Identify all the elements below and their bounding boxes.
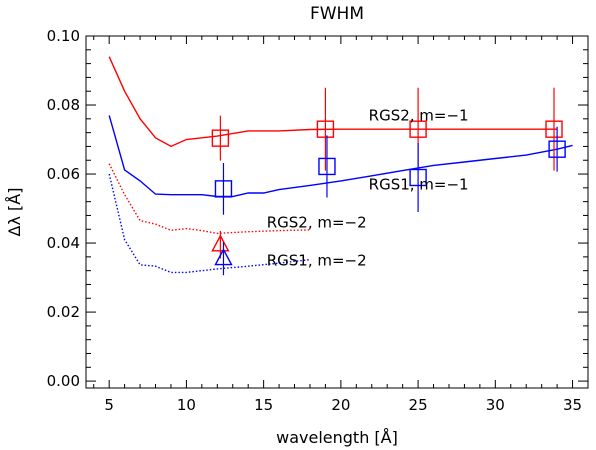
annotation-rgs1-m-1: RGS1, m=−1 bbox=[369, 176, 469, 194]
x-tick-label: 35 bbox=[563, 396, 582, 414]
x-tick-label: 10 bbox=[177, 396, 196, 414]
x-tick-label: 15 bbox=[254, 396, 273, 414]
square-marker-rgs1-m-1 bbox=[409, 168, 427, 187]
y-tick-label: 0.08 bbox=[47, 96, 80, 114]
series-line-rgs2-m-1 bbox=[108, 56, 558, 148]
square-marker-rgs2-m-1 bbox=[211, 129, 230, 147]
square-marker-rgs1-m-1 bbox=[548, 140, 566, 158]
series-line-rgs1-m-2-dotted bbox=[108, 173, 311, 274]
y-tick-label: 0.06 bbox=[47, 165, 80, 183]
chart-title: FWHM bbox=[310, 4, 364, 24]
series-annotations: RGS2, m=−1 RGS1, m=−1 RGS2, m=−2 RGS1, m=−2 bbox=[267, 107, 469, 270]
annotation-rgs2-m-2: RGS2, m=−2 bbox=[267, 214, 367, 232]
triangle-marker-rgs2-m-2 bbox=[211, 234, 230, 252]
square-marker-rgs2-m-1 bbox=[316, 120, 335, 138]
x-axis-label: wavelength [Å] bbox=[276, 428, 398, 447]
plot-frame bbox=[85, 35, 589, 389]
square-marker-rgs1-m-1 bbox=[214, 180, 233, 198]
x-tick-label: 20 bbox=[331, 396, 350, 414]
plot-area bbox=[85, 35, 589, 389]
y-tick-label: 0.00 bbox=[47, 372, 80, 390]
annotation-rgs2-m-1: RGS2, m=−1 bbox=[369, 107, 469, 125]
y-tick-label: 0.02 bbox=[47, 303, 80, 321]
series-line-rgs2-m-2-dotted bbox=[108, 163, 311, 235]
y-axis-label: Δλ [Å] bbox=[5, 188, 24, 237]
square-marker-rgs2-m-1 bbox=[409, 120, 427, 138]
data-marks bbox=[108, 56, 573, 276]
x-axis: 5 10 15 20 25 30 35 bbox=[93, 36, 582, 414]
series-line-rgs1-m-1 bbox=[108, 115, 573, 198]
y-tick-label: 0.04 bbox=[47, 234, 80, 252]
y-axis: 0.00 0.02 0.04 0.06 0.08 0.10 bbox=[47, 27, 588, 390]
x-tick-label: 30 bbox=[486, 396, 505, 414]
square-marker-rgs2-m-1 bbox=[545, 120, 563, 138]
x-tick-label: 25 bbox=[409, 396, 428, 414]
annotation-rgs1-m-2: RGS1, m=−2 bbox=[267, 251, 367, 269]
y-tick-label: 0.10 bbox=[47, 27, 80, 45]
x-tick-label: 5 bbox=[104, 396, 114, 414]
square-marker-rgs1-m-1 bbox=[318, 157, 336, 176]
triangle-marker-rgs1-m-2 bbox=[214, 248, 233, 266]
